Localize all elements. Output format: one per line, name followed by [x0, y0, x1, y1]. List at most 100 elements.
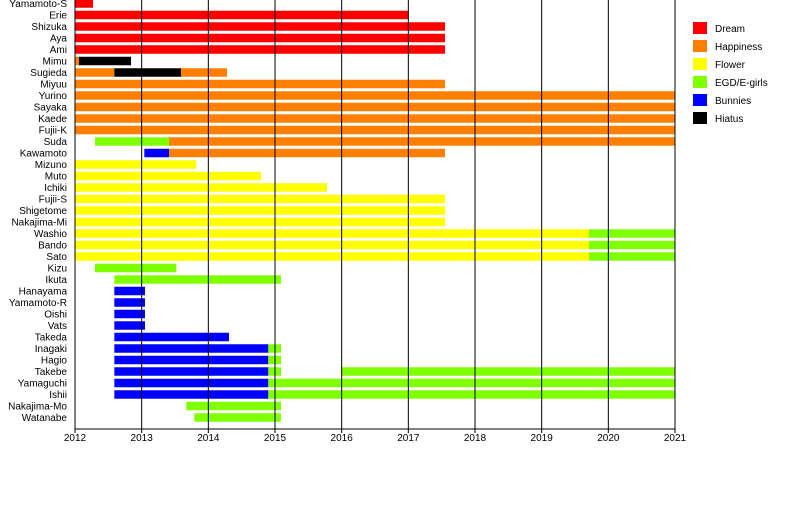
row-label: Kizu [48, 264, 67, 275]
legend-label: EGD/E-girls [715, 78, 768, 89]
timeline-bar [75, 22, 445, 31]
row-label: Takeda [35, 333, 68, 344]
row-label: Aya [50, 34, 67, 45]
row-label: Miyuu [40, 80, 67, 91]
timeline-bar [114, 390, 269, 399]
timeline-bar [75, 10, 409, 20]
timeline-bar [75, 252, 589, 261]
timeline-bar [114, 68, 181, 77]
timeline-bar [75, 45, 445, 54]
legend-swatch [693, 22, 707, 34]
x-tick-label: 2019 [531, 433, 554, 444]
timeline-bar [75, 240, 589, 250]
timeline-bar [589, 240, 675, 250]
timeline-bar [114, 355, 269, 365]
legend-label: Happiness [715, 42, 762, 53]
timeline-bar [79, 56, 131, 66]
legend-label: Dream [715, 24, 745, 35]
row-label: Kawamoto [20, 149, 68, 160]
timeline-bar [95, 137, 169, 146]
timeline-bar [75, 171, 261, 181]
timeline-bar [194, 413, 281, 422]
legend-swatch [693, 112, 707, 124]
row-label: Kaede [38, 114, 67, 125]
row-label: Bando [38, 241, 67, 252]
legend-swatch [693, 76, 707, 88]
row-label: Yamamoto-S [9, 0, 67, 10]
x-tick-label: 2015 [264, 433, 287, 444]
row-label: Mizuno [35, 160, 68, 171]
row-label: Yamaguchi [18, 379, 67, 390]
row-label: Shigetome [19, 206, 67, 217]
row-label: Ichiki [44, 183, 67, 194]
timeline-bar [75, 229, 589, 238]
row-label: Fujii-K [39, 126, 68, 137]
timeline-bar [114, 344, 269, 353]
row-label: Fujii-S [39, 195, 68, 206]
timeline-bar [169, 137, 675, 146]
timeline-bar [75, 33, 445, 43]
timeline-bar [114, 275, 281, 284]
x-tick-label: 2017 [397, 433, 420, 444]
timeline-bar [75, 206, 445, 215]
legend-label: Flower [715, 60, 746, 71]
row-label: Sugieda [30, 68, 67, 79]
timeline-bar [75, 102, 675, 112]
timeline-bar [75, 68, 115, 77]
x-tick-label: 2012 [64, 433, 87, 444]
timeline-bar [114, 309, 145, 319]
row-label: Nakajima-Mo [8, 402, 67, 413]
row-label: Vats [48, 321, 67, 332]
timeline-bar [75, 217, 445, 227]
legend-swatch [693, 58, 707, 70]
timeline-bar [268, 390, 675, 399]
x-tick-label: 2013 [131, 433, 154, 444]
row-label: Ikuta [45, 275, 67, 286]
timeline-bar [114, 332, 229, 342]
timeline-bar [75, 160, 197, 169]
timeline-bar [114, 286, 145, 296]
timeline-bar [114, 378, 269, 388]
x-tick-label: 2020 [597, 433, 620, 444]
row-label: Muto [45, 172, 68, 183]
row-label: Sayaka [34, 103, 68, 114]
row-label: Shizuka [31, 22, 67, 33]
row-label: Sato [46, 252, 67, 263]
legend-swatch [693, 94, 707, 106]
x-tick-label: 2016 [331, 433, 354, 444]
legend-label: Hiatus [715, 114, 743, 125]
row-label: Yurino [39, 91, 68, 102]
timeline-bar [114, 321, 145, 330]
timeline-bar [75, 125, 675, 135]
row-label: Nakajima-Mi [11, 218, 67, 229]
x-tick-label: 2021 [664, 433, 687, 444]
row-label: Hanayama [19, 287, 68, 298]
timeline-bar [268, 378, 675, 388]
timeline-bar [186, 401, 281, 411]
row-label: Mimu [43, 57, 67, 68]
row-label: Oishi [44, 310, 67, 321]
timeline-bar [114, 367, 269, 376]
timeline-bar [75, 79, 445, 89]
x-tick-label: 2014 [197, 433, 220, 444]
timeline-bar [75, 114, 675, 123]
row-label: Watanabe [22, 413, 68, 424]
row-label: Hagio [41, 356, 68, 367]
timeline-bar [114, 298, 145, 307]
timeline-bar [144, 148, 169, 158]
row-label: Erie [49, 11, 67, 22]
row-label: Ishii [49, 390, 67, 401]
timeline-bar [75, 0, 93, 8]
timeline-bar [75, 91, 675, 100]
timeline-bar [75, 194, 445, 204]
timeline-bar [75, 183, 327, 192]
timeline-bar [169, 148, 445, 158]
row-label: Washio [34, 229, 67, 240]
row-label: Ami [50, 45, 67, 56]
legend-label: Bunnies [715, 96, 751, 107]
legend-swatch [693, 40, 707, 52]
timeline-bar [75, 56, 79, 66]
timeline-bar [589, 229, 675, 238]
row-label: Inagaki [35, 344, 67, 355]
